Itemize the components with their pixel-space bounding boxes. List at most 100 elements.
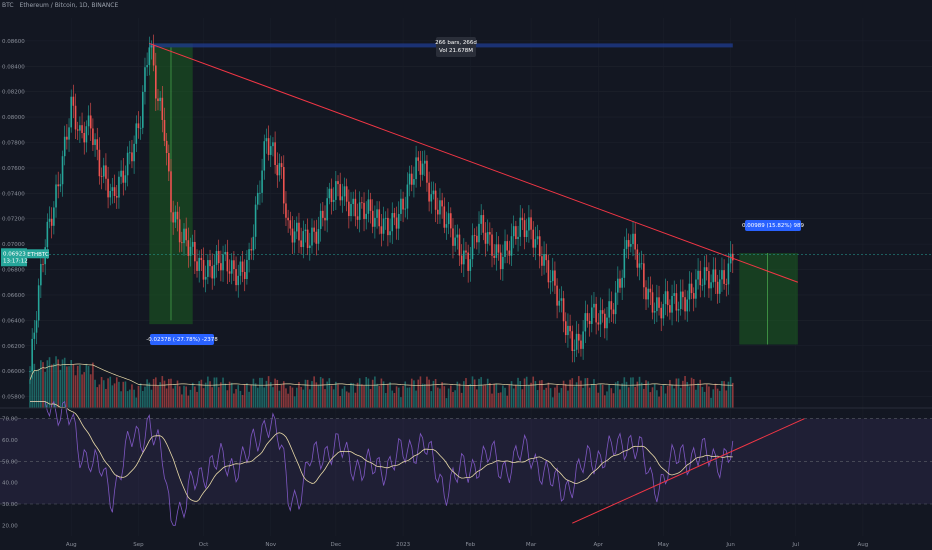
candle-body — [335, 181, 337, 200]
volume-bar — [306, 379, 309, 408]
volume-bar — [81, 374, 83, 408]
candle-body — [640, 263, 643, 265]
current-price-bg — [1, 248, 27, 267]
candle-body — [384, 217, 387, 219]
candle-body — [259, 192, 261, 194]
candle-body — [53, 207, 55, 226]
candle-body — [677, 309, 680, 311]
candle-body — [382, 218, 385, 234]
volume-bar — [131, 384, 133, 408]
candle-body — [478, 223, 480, 243]
volume-bar — [109, 376, 112, 408]
volume-bar — [538, 380, 541, 408]
volume-bar — [638, 376, 641, 408]
candle-body — [610, 301, 613, 310]
volume-bar — [497, 392, 500, 408]
candle-body — [671, 295, 673, 313]
volume-bar — [374, 376, 376, 408]
candle-body — [337, 181, 339, 185]
volume-bar — [666, 385, 669, 408]
candle-body — [146, 65, 148, 68]
volume-bar — [89, 374, 92, 408]
candle-body — [452, 228, 454, 246]
volume-bar — [37, 368, 40, 408]
chart-header: BTC Ethereum / Bitcoin, 1D, BINANCE — [2, 2, 122, 9]
candle-body — [194, 241, 196, 262]
volume-bar — [361, 384, 363, 408]
volume-bar — [593, 379, 595, 408]
range-label-text: 266 bars, 266d — [435, 40, 477, 46]
candle-body — [176, 211, 179, 220]
price-trendline — [149, 42, 799, 283]
price-tick-label: 0.06200 — [2, 344, 25, 350]
candle-body — [627, 240, 630, 247]
candle-body — [647, 288, 649, 300]
candle-body — [228, 271, 231, 274]
candle-body — [484, 232, 487, 244]
volume-bar — [85, 363, 88, 408]
candle-body — [48, 218, 51, 222]
volume-bar — [397, 387, 400, 408]
volume-bar — [163, 380, 166, 408]
volume-bar — [57, 359, 59, 408]
volume-bar — [63, 357, 66, 408]
volume-bar — [59, 369, 62, 408]
price-tick-label: 0.08000 — [2, 115, 25, 121]
candle-body — [317, 228, 320, 244]
candle-body — [59, 184, 62, 187]
volume-bar — [671, 384, 673, 408]
candle-body — [473, 235, 476, 237]
candle-body — [150, 45, 153, 48]
volume-bar — [261, 377, 263, 408]
candle-body — [291, 228, 294, 243]
volume-bar — [161, 376, 164, 408]
candle-body — [692, 293, 695, 299]
candle-body — [198, 257, 200, 271]
candle-body — [272, 142, 274, 147]
volume-bar — [152, 378, 155, 408]
price-tick-label: 0.07400 — [2, 191, 25, 197]
volume-bar — [100, 377, 103, 408]
candle-body — [716, 281, 719, 294]
candle-body — [105, 165, 107, 179]
candle-body — [185, 228, 187, 241]
candle-body — [89, 115, 92, 129]
candle-body — [157, 98, 159, 102]
volume-bar — [471, 376, 474, 408]
candle-body — [638, 263, 641, 268]
time-tick-label: Sep — [133, 542, 144, 548]
candle-body — [285, 203, 287, 218]
candle-body — [363, 202, 365, 220]
price-tick-label: 0.05800 — [2, 395, 25, 401]
candle-body — [235, 269, 237, 286]
candle-body — [590, 307, 593, 324]
volume-bar — [302, 389, 305, 408]
volume-bar — [274, 378, 276, 408]
candle-body — [133, 143, 135, 162]
candle-body — [376, 209, 378, 218]
volume-bar — [376, 383, 378, 408]
volume-bar — [189, 389, 192, 408]
candle-body — [443, 206, 446, 228]
candles — [29, 34, 734, 384]
volume-bar — [467, 385, 469, 408]
candle-body — [35, 320, 38, 333]
candle-body — [324, 217, 326, 221]
volume-bar — [215, 377, 218, 408]
volume-bar — [549, 388, 552, 408]
volume-bar — [452, 392, 454, 408]
volume-bar — [280, 384, 283, 408]
candle-body — [109, 190, 112, 198]
candle-body — [682, 291, 684, 298]
candle-body — [545, 254, 548, 261]
candle-body — [345, 186, 348, 202]
candle-body — [530, 217, 532, 230]
candle-body — [269, 146, 272, 155]
candle-body — [718, 279, 721, 294]
time-tick-label: Aug — [66, 542, 77, 548]
volume-bar — [419, 376, 422, 408]
volume-bar — [586, 377, 589, 408]
time-tick-label: Oct — [199, 542, 209, 548]
volume-bar — [282, 381, 285, 408]
